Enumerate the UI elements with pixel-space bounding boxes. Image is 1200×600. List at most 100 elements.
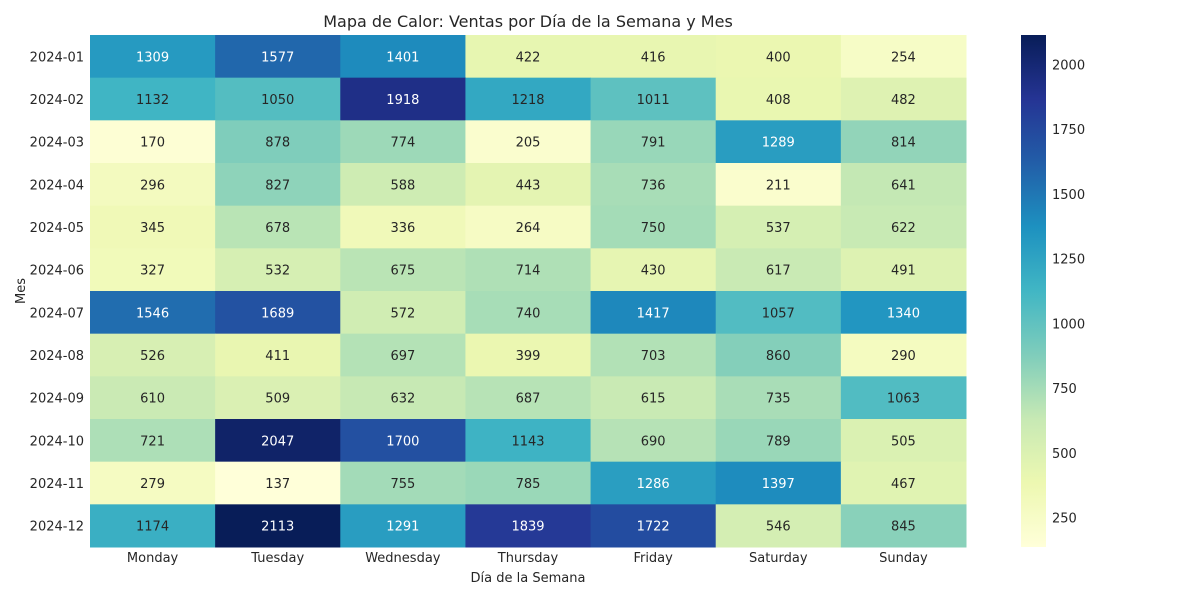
cell-value-label: 827 [265, 178, 290, 193]
x-tick-label: Sunday [879, 551, 928, 566]
cell-value-label: 1057 [762, 306, 795, 321]
heatmap-cell [840, 461, 967, 505]
y-tick-label: 2024-09 [30, 392, 84, 407]
colorbar-tick-label: 250 [1052, 512, 1077, 527]
heatmap-cell [840, 163, 967, 207]
heatmap-cell [340, 419, 466, 463]
cell-value-label: 774 [390, 136, 415, 151]
heatmap-cell [590, 376, 717, 420]
y-tick-label: 2024-07 [30, 306, 84, 321]
heatmap-cell [840, 333, 967, 377]
cell-value-label: 622 [891, 221, 916, 236]
cell-value-label: 537 [766, 221, 791, 236]
heatmap-cell [590, 504, 717, 548]
heatmap-cell [340, 461, 466, 505]
cell-value-label: 690 [641, 434, 666, 449]
cell-value-label: 1577 [261, 50, 294, 65]
heatmap-cell [215, 120, 341, 164]
cell-value-label: 467 [891, 477, 916, 492]
cell-value-label: 721 [140, 434, 165, 449]
heatmap-cell [840, 77, 967, 121]
chart-title: Mapa de Calor: Ventas por Día de la Sema… [323, 12, 733, 31]
heatmap-cell [215, 419, 341, 463]
cell-value-label: 1011 [637, 93, 670, 108]
heatmap-cell [90, 120, 216, 164]
heatmap-cell [715, 376, 842, 420]
cell-value-label: 1700 [386, 434, 419, 449]
cell-value-label: 1174 [136, 520, 169, 535]
heatmap-cell [590, 77, 717, 121]
cell-value-label: 264 [516, 221, 541, 236]
colorbar-tick-label: 500 [1052, 447, 1077, 462]
cell-value-label: 789 [766, 434, 791, 449]
cell-value-label: 254 [891, 50, 916, 65]
cell-value-label: 785 [516, 477, 541, 492]
cell-value-label: 205 [516, 136, 541, 151]
x-tick-label: Monday [127, 551, 179, 566]
cell-value-label: 1143 [511, 434, 544, 449]
x-tick-label: Thursday [497, 551, 559, 566]
heatmap-cell [90, 35, 216, 79]
cell-value-label: 703 [641, 349, 666, 364]
heatmap-cell [465, 333, 592, 377]
cell-value-label: 482 [891, 93, 916, 108]
heatmap-cell [340, 77, 466, 121]
y-tick-label: 2024-03 [30, 136, 84, 151]
heatmap-cell [340, 248, 466, 292]
cell-value-label: 532 [265, 264, 290, 279]
y-tick-label: 2024-10 [30, 434, 84, 449]
heatmap-cell [465, 120, 592, 164]
cell-value-label: 137 [265, 477, 290, 492]
heatmap-cell [90, 291, 216, 335]
cell-value-label: 1132 [136, 93, 169, 108]
cell-value-label: 845 [891, 520, 916, 535]
y-axis-label: Mes [14, 278, 29, 304]
heatmap-cell [465, 35, 592, 79]
cell-value-label: 641 [891, 178, 916, 193]
heatmap-cell [90, 461, 216, 505]
cell-value-label: 443 [516, 178, 541, 193]
cell-value-label: 791 [641, 136, 666, 151]
colorbar-tick-label: 1250 [1052, 253, 1085, 268]
cell-value-label: 416 [641, 50, 666, 65]
heatmap-cell [840, 248, 967, 292]
heatmap-cell [715, 205, 842, 249]
heatmap-cell [215, 291, 341, 335]
cell-value-label: 290 [891, 349, 916, 364]
cell-value-label: 878 [265, 136, 290, 151]
cell-value-label: 526 [140, 349, 165, 364]
heatmap-cell [465, 205, 592, 249]
colorbar-tick-label: 750 [1052, 382, 1077, 397]
heatmap-cell [465, 504, 592, 548]
heatmap-cell [90, 205, 216, 249]
heatmap-cell [590, 120, 717, 164]
cell-value-label: 860 [766, 349, 791, 364]
cell-value-label: 572 [390, 306, 415, 321]
cell-value-label: 509 [265, 392, 290, 407]
cell-value-label: 1291 [386, 520, 419, 535]
cell-value-label: 814 [891, 136, 916, 151]
cell-value-label: 740 [516, 306, 541, 321]
cell-value-label: 1309 [136, 50, 169, 65]
cell-value-label: 411 [265, 349, 290, 364]
x-axis-label: Día de la Semana [471, 571, 586, 586]
cell-value-label: 1689 [261, 306, 294, 321]
heatmap-cell [340, 376, 466, 420]
x-tick-label: Wednesday [365, 551, 441, 566]
heatmap-cell [715, 419, 842, 463]
heatmap-cell [590, 205, 717, 249]
heatmap-cell [90, 504, 216, 548]
cell-value-label: 615 [641, 392, 666, 407]
heatmap-cell [715, 504, 842, 548]
heatmap-cell [715, 333, 842, 377]
cell-value-label: 1289 [762, 136, 795, 151]
heatmap-cell [215, 163, 341, 207]
cell-value-label: 675 [390, 264, 415, 279]
cell-value-label: 610 [140, 392, 165, 407]
cell-value-label: 1218 [511, 93, 544, 108]
cell-value-label: 345 [140, 221, 165, 236]
cell-value-label: 697 [390, 349, 415, 364]
heatmap-cell [340, 205, 466, 249]
colorbar-tick-label: 1000 [1052, 317, 1085, 332]
